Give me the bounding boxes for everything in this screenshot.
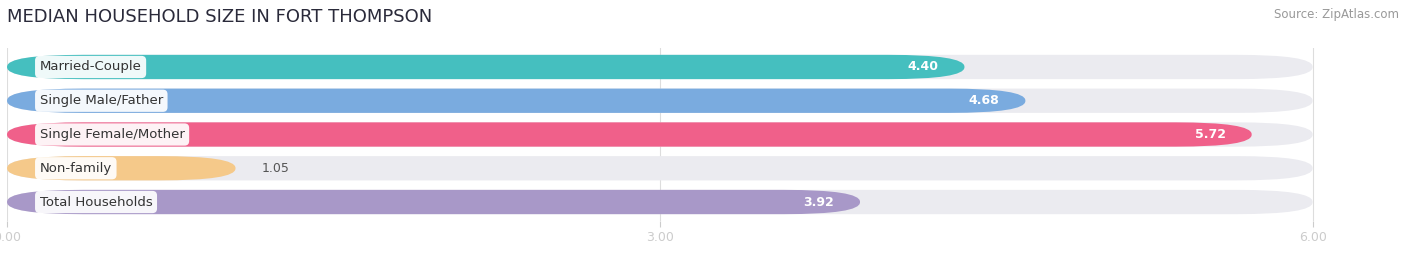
FancyBboxPatch shape — [7, 190, 1313, 214]
Text: Single Male/Father: Single Male/Father — [39, 94, 163, 107]
Text: 3.92: 3.92 — [803, 196, 834, 208]
FancyBboxPatch shape — [7, 122, 1313, 147]
FancyBboxPatch shape — [7, 89, 1313, 113]
Text: 1.05: 1.05 — [262, 162, 290, 175]
Text: Source: ZipAtlas.com: Source: ZipAtlas.com — [1274, 8, 1399, 21]
Text: 4.40: 4.40 — [907, 61, 938, 73]
FancyBboxPatch shape — [7, 55, 1313, 79]
Text: MEDIAN HOUSEHOLD SIZE IN FORT THOMPSON: MEDIAN HOUSEHOLD SIZE IN FORT THOMPSON — [7, 8, 432, 26]
Text: 4.68: 4.68 — [969, 94, 1000, 107]
FancyBboxPatch shape — [7, 122, 1251, 147]
FancyBboxPatch shape — [7, 89, 1025, 113]
Text: Total Households: Total Households — [39, 196, 152, 208]
Text: Single Female/Mother: Single Female/Mother — [39, 128, 184, 141]
FancyBboxPatch shape — [7, 156, 236, 180]
FancyBboxPatch shape — [7, 190, 860, 214]
FancyBboxPatch shape — [7, 55, 965, 79]
Text: Non-family: Non-family — [39, 162, 112, 175]
Text: Married-Couple: Married-Couple — [39, 61, 142, 73]
FancyBboxPatch shape — [7, 156, 1313, 180]
Text: 5.72: 5.72 — [1195, 128, 1226, 141]
